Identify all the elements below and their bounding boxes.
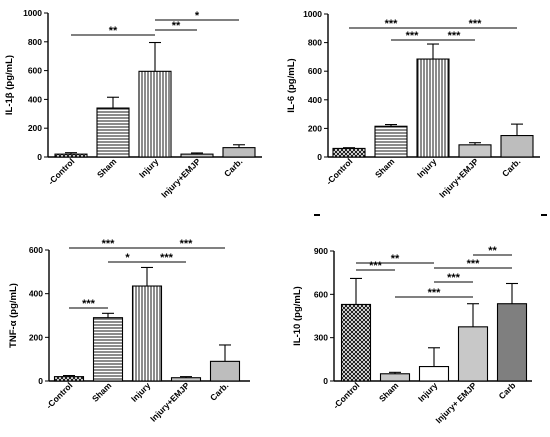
- y-tick-label: 900: [314, 246, 328, 256]
- y-tick-label: 0: [317, 152, 322, 162]
- y-tick-label: 200: [308, 123, 322, 133]
- bar: [138, 70, 172, 158]
- y-tick-label: 400: [308, 95, 322, 105]
- significance-label: ***: [180, 238, 194, 250]
- category-label: Injury: [415, 156, 439, 180]
- significance-label: ***: [385, 18, 399, 30]
- bar: [457, 326, 489, 382]
- bar: [458, 144, 492, 158]
- y-axis-label: IL-1β (pg/mL): [4, 55, 15, 115]
- bar: [374, 125, 408, 158]
- category-label: Sham: [90, 380, 114, 404]
- y-tick-label: 1000: [23, 8, 42, 18]
- category-label: -Control: [44, 380, 74, 410]
- significance-label: **: [391, 253, 400, 265]
- y-tick-label: 0: [37, 152, 42, 162]
- category-label: Injury+ EMJP: [433, 380, 478, 425]
- category-label: Injury+EMJP: [148, 380, 192, 424]
- y-tick-label: 800: [308, 38, 322, 48]
- category-label: Injury+EMJP: [159, 156, 203, 200]
- bar: [418, 366, 450, 382]
- y-tick-label: 0: [323, 376, 328, 386]
- category-label: Sham: [377, 380, 401, 404]
- bar: [340, 303, 372, 382]
- bar: [379, 373, 411, 382]
- panel-il10: 0 300 600 900 IL-10 (pg/mL) -Control Sham Injur…: [292, 245, 532, 425]
- y-tick-label: 600: [29, 245, 43, 255]
- bar: [92, 317, 124, 382]
- significance-label: *: [195, 10, 200, 22]
- bar: [53, 376, 85, 382]
- category-label: -Control: [46, 156, 76, 186]
- bar: [500, 135, 534, 158]
- significance-label: ***: [428, 287, 442, 299]
- panel-il6: 0 200 400 600 800 1000 IL-6 (pg/mL) -Control Sha…: [286, 9, 540, 200]
- y-tick-label: 200: [29, 332, 43, 342]
- bar: [180, 153, 214, 158]
- bar: [416, 58, 450, 158]
- bar: [332, 147, 366, 158]
- significance-label: ***: [469, 18, 483, 30]
- category-label: Injury: [416, 380, 440, 404]
- y-axis-label: IL-6 (pg/mL): [286, 58, 297, 112]
- significance-label: ***: [406, 30, 420, 42]
- significance-label: ***: [82, 298, 96, 310]
- separator-mark: [314, 214, 320, 216]
- bar: [131, 285, 163, 382]
- category-label: Sham: [373, 156, 397, 180]
- significance-label: **: [488, 245, 497, 257]
- significance-label: ***: [447, 272, 461, 284]
- y-tick-label: 600: [314, 289, 328, 299]
- category-label: Carb: [497, 380, 518, 401]
- y-tick-label: 200: [28, 123, 42, 133]
- bar: [54, 153, 88, 158]
- category-label: Carb.: [222, 156, 244, 178]
- y-tick-label: 600: [28, 66, 42, 76]
- bar: [496, 303, 528, 382]
- significance-label: **: [109, 25, 118, 37]
- significance-label: ***: [369, 260, 383, 272]
- category-label: Injury+EMJP: [437, 156, 481, 200]
- significance-label: ***: [102, 238, 116, 250]
- y-tick-label: 1000: [303, 9, 322, 19]
- significance-label: ***: [467, 258, 481, 270]
- category-label: Carb.: [500, 156, 522, 178]
- bar: [222, 147, 256, 158]
- significance-label: ***: [448, 30, 462, 42]
- bar: [209, 360, 241, 382]
- y-tick-label: 400: [28, 94, 42, 104]
- y-tick-label: 300: [314, 333, 328, 343]
- category-label: -Control: [331, 380, 361, 410]
- bar: [96, 107, 130, 158]
- category-label: Injury: [129, 380, 153, 404]
- category-label: Carb.: [208, 380, 230, 402]
- category-label: Injury: [137, 156, 161, 180]
- y-tick-label: 600: [308, 66, 322, 76]
- significance-label: *: [125, 252, 130, 264]
- significance-label: ***: [160, 252, 174, 264]
- y-axis-label: IL-10 (pg/mL): [292, 286, 303, 346]
- y-tick-label: 800: [28, 37, 42, 47]
- category-label: Sham: [95, 156, 119, 180]
- separator-mark: [541, 214, 547, 216]
- significance-label: **: [172, 20, 181, 32]
- y-tick-label: 400: [29, 289, 43, 299]
- panel-il1b: 0 200 400 600 800 1000 IL-1β (pg/mL) -Control Sh…: [4, 8, 262, 200]
- y-tick-label: 0: [38, 376, 43, 386]
- bar: [170, 377, 202, 382]
- panel-tnfa: 0 200 400 600 TNF-α (pg/mL) -Control Sham Injur…: [8, 238, 250, 424]
- category-label: -Control: [324, 156, 354, 186]
- y-axis-label: TNF-α (pg/mL): [8, 283, 19, 348]
